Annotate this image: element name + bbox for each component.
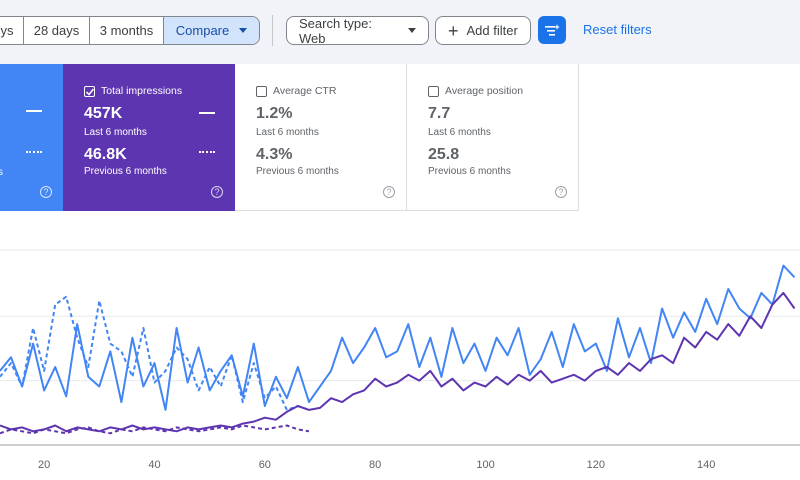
position-current-value: 7.7	[428, 105, 451, 122]
filter-settings-button[interactable]	[538, 16, 566, 44]
average-position-card[interactable]: Average position 7.7 Last 6 months 25.8 …	[407, 64, 579, 211]
caret-down-icon	[239, 28, 248, 33]
x-tick-label: 80	[369, 459, 381, 471]
position-current-period: Last 6 months	[428, 127, 491, 138]
previous-period-line-icon	[199, 151, 215, 153]
average-ctr-card[interactable]: Average CTR 1.2% Last 6 months 4.3% Prev…	[235, 64, 407, 211]
series-line-2	[0, 291, 796, 433]
x-tick-label: 20	[38, 459, 50, 471]
date-range-selector: ys 28 days 3 months Compare	[0, 16, 260, 45]
position-checkbox[interactable]	[428, 86, 439, 97]
current-period-line-icon	[26, 110, 42, 112]
ctr-previous-value: 4.3%	[256, 146, 293, 163]
impressions-label: Total impressions	[101, 85, 183, 97]
compare-button[interactable]: Compare	[164, 17, 259, 44]
check-icon	[85, 88, 95, 96]
series-line-0	[0, 264, 796, 411]
reset-filters-link[interactable]: Reset filters	[583, 22, 652, 37]
compare-label: Compare	[175, 23, 230, 38]
impressions-current-value: 457K	[84, 105, 123, 122]
ctr-previous-period: Previous 6 months	[256, 166, 339, 177]
series-line-1	[0, 295, 310, 411]
search-type-dropdown[interactable]: Search type: Web	[286, 15, 429, 46]
help-icon[interactable]: ?	[555, 186, 567, 198]
impressions-checkbox[interactable]	[84, 86, 95, 97]
help-icon[interactable]: ?	[211, 186, 223, 198]
impressions-previous-period: Previous 6 months	[84, 166, 167, 177]
previous-period-line-icon	[26, 151, 42, 153]
ctr-checkbox[interactable]	[256, 86, 267, 97]
clicks-partial-text: s	[0, 167, 3, 178]
filter-toolbar: ys 28 days 3 months Compare Search type:…	[0, 0, 800, 64]
range-button-7-days[interactable]: ys	[0, 17, 24, 44]
add-filter-label: Add filter	[466, 23, 518, 38]
x-tick-label: 140	[697, 459, 715, 471]
search-type-label: Search type: Web	[299, 15, 372, 46]
x-tick-label: 120	[587, 459, 605, 471]
ctr-current-period: Last 6 months	[256, 127, 319, 138]
position-previous-period: Previous 6 months	[428, 166, 511, 177]
total-clicks-card[interactable]: s ?	[0, 64, 63, 211]
plus-icon: +	[448, 20, 459, 41]
help-icon[interactable]: ?	[383, 186, 395, 198]
filter-sparkle-icon	[545, 24, 560, 36]
x-tick-label: 60	[259, 459, 271, 471]
add-filter-button[interactable]: + Add filter	[435, 16, 531, 45]
current-period-line-icon	[199, 112, 215, 114]
help-icon[interactable]: ?	[40, 186, 52, 198]
performance-line-chart[interactable]: 20 40 60 80 100 120 140	[0, 220, 800, 480]
range-button-28-days[interactable]: 28 days	[24, 17, 90, 44]
total-impressions-card[interactable]: Total impressions 457K Last 6 months 46.…	[63, 64, 235, 211]
position-previous-value: 25.8	[428, 146, 460, 163]
range-button-3-months[interactable]: 3 months	[90, 17, 164, 44]
toolbar-divider	[272, 15, 273, 46]
ctr-current-value: 1.2%	[256, 105, 293, 122]
caret-down-icon	[408, 28, 416, 33]
position-label: Average position	[445, 85, 524, 97]
x-tick-label: 40	[148, 459, 160, 471]
ctr-label: Average CTR	[273, 85, 337, 97]
x-tick-label: 100	[476, 459, 494, 471]
impressions-previous-value: 46.8K	[84, 146, 127, 163]
impressions-current-period: Last 6 months	[84, 127, 147, 138]
